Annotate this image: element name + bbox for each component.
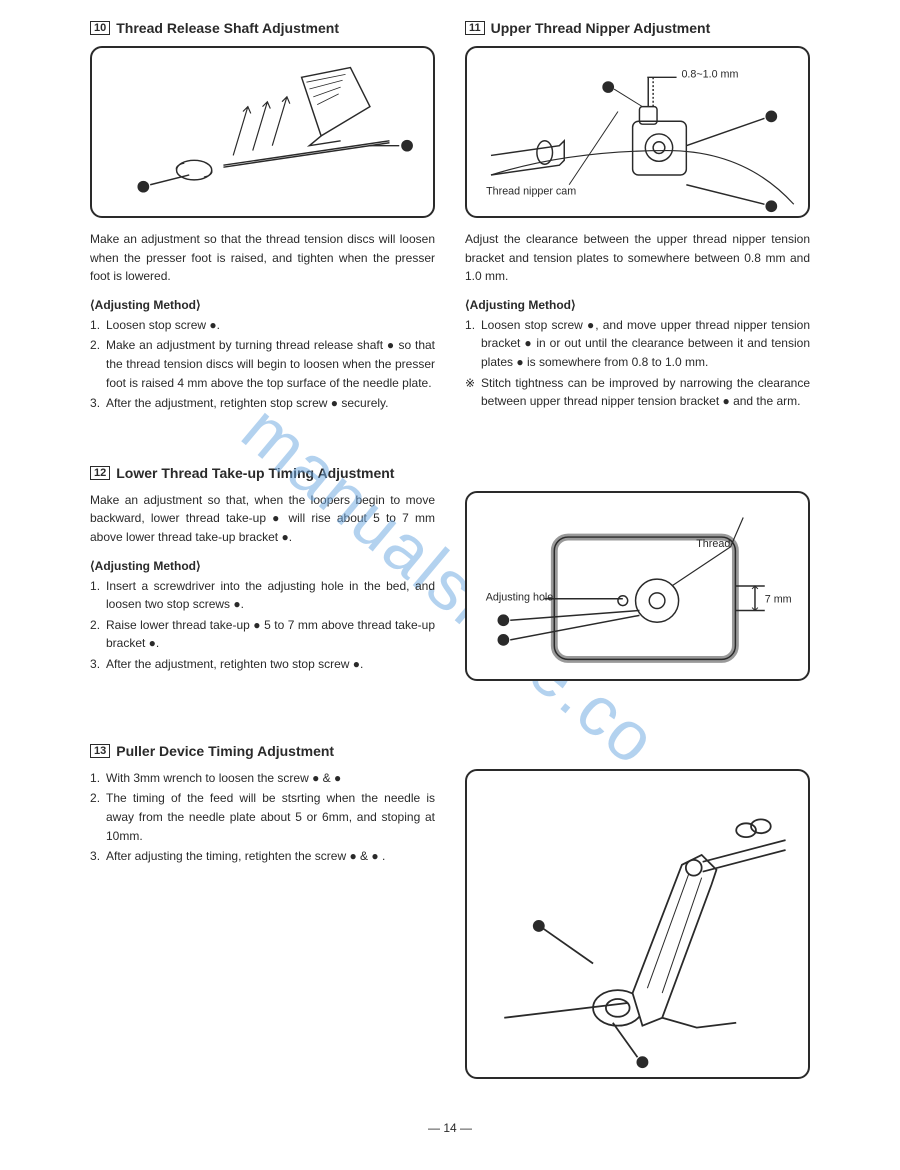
- label-hole: Adjusting hole: [486, 591, 554, 603]
- section-12-title: Lower Thread Take-up Timing Adjustment: [116, 465, 394, 481]
- section-12-desc: Make an adjustment so that, when the loo…: [90, 491, 435, 547]
- step: After the adjustment, retighten stop scr…: [90, 394, 435, 413]
- method-list-11: Loosen stop screw ●, and move upper thre…: [465, 316, 810, 372]
- method-heading-12: ⟨Adjusting Method⟩: [90, 559, 435, 573]
- section-11-heading: 11 Upper Thread Nipper Adjustment: [465, 20, 810, 36]
- section-12-heading: 12 Lower Thread Take-up Timing Adjustmen…: [90, 465, 810, 481]
- label-dim: 7 mm: [765, 593, 792, 605]
- label-thread: Thread: [696, 538, 730, 550]
- label-clearance: 0.8~1.0 mm: [681, 68, 738, 80]
- section-12: 12 Lower Thread Take-up Timing Adjustmen…: [0, 465, 900, 693]
- method-list-12: Insert a screwdriver into the adjusting …: [90, 577, 435, 674]
- section-13-heading: 13 Puller Device Timing Adjustment: [90, 743, 810, 759]
- page-number: — 14 —: [0, 1121, 900, 1135]
- section-10: 10 Thread Release Shaft Adjustment: [90, 20, 435, 415]
- section-10-heading: 10 Thread Release Shaft Adjustment: [90, 20, 435, 36]
- method-heading-10: ⟨Adjusting Method⟩: [90, 298, 435, 312]
- section-num-13: 13: [90, 744, 110, 758]
- step: The timing of the feed will be stsrting …: [90, 789, 435, 845]
- section-11-title: Upper Thread Nipper Adjustment: [491, 20, 711, 36]
- label-cam: Thread nipper cam: [486, 186, 576, 198]
- step: Loosen stop screw ●, and move upper thre…: [465, 316, 810, 372]
- method-list-10: Loosen stop screw ●. Make an adjustment …: [90, 316, 435, 413]
- step: Loosen stop screw ●.: [90, 316, 435, 335]
- section-11: 11 Upper Thread Nipper Adjustment: [465, 20, 810, 415]
- diagram-10: [90, 46, 435, 218]
- note-11: Stitch tightness can be improved by narr…: [465, 374, 810, 411]
- step: After adjusting the timing, retighten th…: [90, 847, 435, 866]
- section-num-12: 12: [90, 466, 110, 480]
- section-13-title: Puller Device Timing Adjustment: [116, 743, 334, 759]
- section-10-title: Thread Release Shaft Adjustment: [116, 20, 339, 36]
- diagram-12: Thread Adjusting hole 7 mm: [465, 491, 810, 681]
- section-num-11: 11: [465, 21, 485, 35]
- step: After the adjustment, retighten two stop…: [90, 655, 435, 674]
- diagram-13: [465, 769, 810, 1079]
- method-heading-11: ⟨Adjusting Method⟩: [465, 298, 810, 312]
- section-13: 13 Puller Device Timing Adjustment With …: [0, 743, 900, 1091]
- method-list-13: With 3mm wrench to loosen the screw ● & …: [90, 769, 435, 866]
- step: Make an adjustment by turning thread rel…: [90, 336, 435, 392]
- section-10-desc: Make an adjustment so that the thread te…: [90, 230, 435, 286]
- step: Raise lower thread take-up ● 5 to 7 mm a…: [90, 616, 435, 653]
- section-11-desc: Adjust the clearance between the upper t…: [465, 230, 810, 286]
- section-num-10: 10: [90, 21, 110, 35]
- step: With 3mm wrench to loosen the screw ● & …: [90, 769, 435, 788]
- step: Insert a screwdriver into the adjusting …: [90, 577, 435, 614]
- diagram-11: 0.8~1.0 mm Thread nipper cam: [465, 46, 810, 218]
